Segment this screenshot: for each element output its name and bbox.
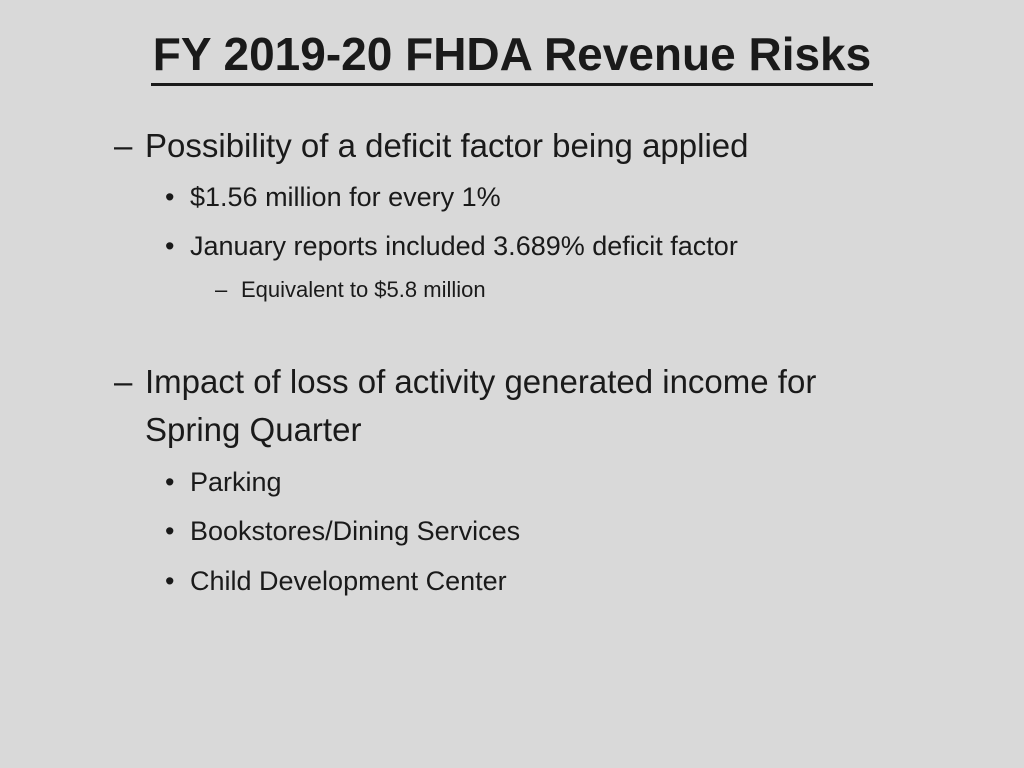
section-2-heading-line-2: Spring Quarter bbox=[145, 411, 362, 448]
bullet-marker: • bbox=[165, 566, 175, 596]
dash-marker: – bbox=[114, 363, 133, 400]
section-1-bullet-2-text: January reports included 3.689% deficit … bbox=[190, 231, 738, 261]
section-2-bullet-2: • Bookstores/Dining Services bbox=[165, 511, 970, 551]
section-2-bullet-2-text: Bookstores/Dining Services bbox=[190, 516, 521, 546]
section-2-heading-continuation: Spring Quarter bbox=[145, 406, 905, 454]
dash-marker: – bbox=[215, 277, 228, 302]
section-1-bullet-1-text: $1.56 million for every 1% bbox=[190, 182, 501, 212]
section-2-heading-line-1: Impact of loss of activity generated inc… bbox=[145, 363, 817, 400]
dash-marker: – bbox=[114, 127, 133, 164]
section-1-bullet-1: • $1.56 million for every 1% bbox=[165, 177, 970, 217]
bullet-marker: • bbox=[165, 516, 175, 546]
section-2-bullet-1-text: Parking bbox=[190, 467, 282, 497]
section-2-bullet-3-text: Child Development Center bbox=[190, 566, 507, 596]
section-1-heading: – Possibility of a deficit factor being … bbox=[114, 122, 905, 170]
bullet-marker: • bbox=[165, 231, 175, 261]
section-1-subitem-1: – Equivalent to $5.8 million bbox=[215, 274, 941, 306]
section-1-subitem-1-text: Equivalent to $5.8 million bbox=[241, 277, 486, 302]
slide-title-text: FY 2019-20 FHDA Revenue Risks bbox=[150, 25, 874, 86]
section-2-heading: – Impact of loss of activity generated i… bbox=[114, 358, 905, 406]
slide-title: FY 2019-20 FHDA Revenue Risks bbox=[0, 22, 1024, 86]
section-1-heading-text: Possibility of a deficit factor being ap… bbox=[145, 127, 749, 164]
section-2-bullet-3: • Child Development Center bbox=[165, 561, 970, 601]
bullet-marker: • bbox=[165, 182, 175, 212]
bullet-marker: • bbox=[165, 467, 175, 497]
section-2-bullet-1: • Parking bbox=[165, 462, 970, 502]
section-1-bullet-2: • January reports included 3.689% defici… bbox=[165, 226, 970, 266]
